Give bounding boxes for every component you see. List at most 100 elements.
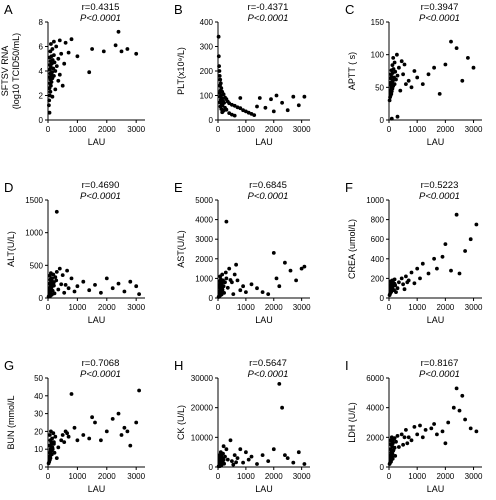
stat-p-value: P<0.0001: [419, 13, 460, 24]
data-point: [391, 56, 396, 60]
panel-letter: A: [4, 2, 13, 17]
x-tick-label: 1000: [408, 303, 426, 312]
data-point: [394, 439, 398, 444]
data-point: [285, 456, 290, 460]
data-point: [271, 447, 276, 452]
data-point: [224, 219, 229, 224]
data-point: [110, 417, 115, 421]
data-point: [246, 457, 251, 462]
data-point: [280, 100, 284, 105]
data-point: [238, 106, 243, 111]
data-point: [50, 70, 54, 75]
data-point: [110, 286, 115, 291]
data-point: [104, 429, 109, 434]
data-point: [87, 288, 92, 293]
y-axis-label: SFTSV RNA: [0, 46, 10, 97]
x-tick-label: 3000: [127, 472, 145, 481]
y-tick-label: 3000: [195, 235, 213, 244]
y-tick-label: 0: [380, 463, 385, 472]
data-point: [443, 242, 448, 247]
data-point: [217, 74, 222, 78]
data-point: [389, 116, 394, 121]
y-tick-label: 100: [200, 92, 214, 101]
stat-p-value: P<0.0001: [248, 13, 289, 24]
y-tick-label: 20000: [191, 404, 214, 413]
data-point: [238, 288, 243, 293]
x-tick-label: 0: [216, 125, 221, 134]
data-point: [72, 289, 77, 294]
y-axis-label: ALT(U/L): [6, 231, 16, 267]
y-tick-label: 1000: [195, 274, 213, 283]
data-point: [463, 249, 467, 253]
data-point: [255, 462, 259, 466]
data-point: [454, 386, 459, 391]
data-point: [60, 433, 65, 437]
data-point: [391, 67, 396, 71]
data-point: [440, 429, 445, 434]
data-point: [53, 87, 58, 92]
x-tick-label: 0: [216, 303, 221, 312]
stat-r-value: r=0.7068: [82, 358, 120, 369]
data-point: [63, 283, 68, 287]
data-point: [47, 433, 52, 437]
data-point: [388, 442, 393, 446]
data-point: [457, 408, 462, 413]
data-point: [266, 459, 271, 463]
data-point: [59, 51, 64, 56]
data-point: [454, 212, 459, 217]
data-point: [238, 447, 243, 452]
data-point: [218, 77, 223, 82]
x-axis-label: LAU: [427, 484, 445, 494]
data-point: [266, 292, 271, 296]
y-tick-label: 4: [39, 67, 44, 76]
data-point: [128, 443, 133, 448]
data-point: [302, 264, 307, 269]
stat-r-value: r=0.8167: [421, 358, 459, 369]
data-point: [391, 78, 395, 83]
data-point: [255, 104, 259, 109]
stat-r-value: r=0.4690: [82, 180, 120, 191]
stat-p-value: P<0.0001: [80, 13, 121, 24]
data-point: [466, 56, 470, 60]
data-point: [474, 429, 479, 434]
y-tick-label: 6: [39, 43, 44, 52]
data-point: [54, 44, 59, 49]
data-point: [241, 460, 246, 465]
data-point: [277, 382, 282, 386]
y-axis-label: CK (U/L): [176, 405, 186, 440]
x-tick-label: 1000: [237, 472, 255, 481]
data-point: [402, 287, 407, 292]
y-tick-label: 0: [380, 116, 385, 125]
data-point: [263, 105, 268, 110]
data-point: [401, 442, 405, 447]
data-point: [471, 65, 476, 70]
y-tick-label: 200: [200, 67, 214, 76]
data-point: [134, 51, 139, 56]
y-tick-label: 0: [39, 116, 44, 125]
data-point: [418, 276, 422, 281]
x-tick-label: 2000: [265, 472, 283, 481]
x-tick-label: 2000: [436, 472, 454, 481]
data-point: [468, 426, 473, 431]
data-point: [412, 281, 417, 286]
data-point: [62, 61, 67, 66]
data-point: [59, 438, 64, 443]
data-point: [66, 286, 71, 291]
data-point: [241, 284, 246, 289]
data-point: [223, 270, 228, 275]
x-tick-label: 2000: [98, 303, 116, 312]
y-tick-label: 500: [30, 261, 44, 270]
y-tick-label: 200: [371, 274, 385, 283]
data-point: [59, 282, 64, 287]
data-point: [232, 113, 237, 118]
data-point: [274, 276, 279, 281]
x-tick-label: 2000: [436, 125, 454, 134]
data-point: [423, 428, 428, 432]
x-axis-label: LAU: [88, 137, 106, 147]
data-point: [69, 276, 74, 281]
data-point: [277, 284, 282, 289]
data-point: [230, 459, 234, 463]
data-point: [399, 432, 404, 437]
